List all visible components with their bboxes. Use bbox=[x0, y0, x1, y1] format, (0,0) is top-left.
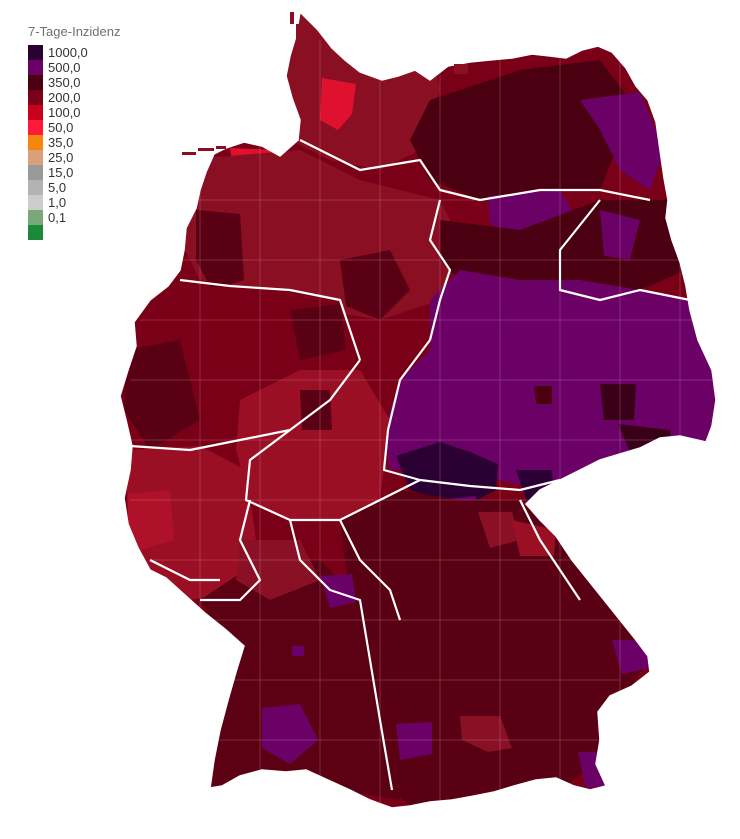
island-c bbox=[216, 146, 226, 149]
legend-label: 0,1 bbox=[48, 210, 67, 225]
legend-rows: 1000,0 500,0 350,0 200,0 100,0 50,0 35,0 25,0 15… bbox=[28, 45, 158, 240]
region-bw-small-purple bbox=[292, 646, 304, 656]
region-nrw-west-dark bbox=[124, 340, 200, 450]
legend-item: 350,0 bbox=[28, 75, 158, 90]
legend-swatch bbox=[28, 195, 43, 210]
legend-item: 0,1 bbox=[28, 210, 158, 225]
legend-label: 350,0 bbox=[48, 75, 81, 90]
legend-item: 5,0 bbox=[28, 180, 158, 195]
legend-label: 50,0 bbox=[48, 120, 74, 135]
region-mv-purple bbox=[580, 92, 664, 190]
island-fehmarn bbox=[454, 64, 468, 74]
legend: 7-Tage-Inzidenz 1000,0 500,0 350,0 200,0 100… bbox=[28, 24, 158, 240]
legend-label: 100,0 bbox=[48, 105, 81, 120]
island-b bbox=[198, 148, 214, 151]
legend-swatch bbox=[28, 150, 43, 165]
legend-swatch bbox=[28, 90, 43, 105]
legend-swatch bbox=[28, 165, 43, 180]
island-a bbox=[182, 152, 196, 155]
state-borders bbox=[129, 139, 691, 791]
region-rheinland-pfalz bbox=[126, 446, 256, 600]
region-mv-dark bbox=[410, 60, 630, 200]
region-bayern-south-purple bbox=[396, 722, 432, 760]
region-nrw-center-dark bbox=[290, 304, 346, 360]
region-sachsen-hotspot-a bbox=[600, 384, 636, 420]
legend-label: 500,0 bbox=[48, 60, 81, 75]
legend-item: 1,0 bbox=[28, 195, 158, 210]
legend-swatch bbox=[28, 60, 43, 75]
region-bw-south-purple bbox=[262, 704, 318, 764]
region-niedersachsen-dark-west bbox=[196, 210, 244, 290]
legend-label: 25,0 bbox=[48, 150, 74, 165]
legend-label: 1000,0 bbox=[48, 45, 88, 60]
north-sea-islands bbox=[182, 12, 468, 155]
island-e bbox=[296, 24, 300, 38]
legend-swatch bbox=[28, 120, 43, 135]
legend-item: 35,0 bbox=[28, 135, 158, 150]
region-north-red-a bbox=[320, 78, 356, 130]
region-oberfranken-red bbox=[478, 512, 520, 548]
legend-label: 200,0 bbox=[48, 90, 81, 105]
legend-label: 35,0 bbox=[48, 135, 74, 150]
legend-swatch bbox=[28, 210, 43, 225]
legend-item: 100,0 bbox=[28, 105, 158, 120]
legend-item bbox=[28, 225, 158, 240]
region-hessen bbox=[236, 370, 390, 520]
legend-label: 15,0 bbox=[48, 165, 74, 180]
legend-item: 15,0 bbox=[28, 165, 158, 180]
country-outline bbox=[119, 10, 717, 809]
island-d bbox=[290, 12, 294, 24]
legend-swatch bbox=[28, 105, 43, 120]
region-bw-purple-spot bbox=[320, 574, 356, 608]
legend-item: 50,0 bbox=[28, 120, 158, 135]
region-rlp-bright bbox=[128, 490, 174, 550]
legend-item: 1000,0 bbox=[28, 45, 158, 60]
legend-swatch bbox=[28, 75, 43, 90]
legend-swatch bbox=[28, 180, 43, 195]
legend-item: 500,0 bbox=[28, 60, 158, 75]
legend-swatch bbox=[28, 135, 43, 150]
legend-title: 7-Tage-Inzidenz bbox=[28, 24, 121, 39]
legend-item: 200,0 bbox=[28, 90, 158, 105]
region-niedersachsen-dark-center bbox=[340, 250, 410, 320]
region-muenchen-red bbox=[460, 716, 512, 752]
region-sa-dark-spot bbox=[534, 386, 552, 404]
legend-item: 25,0 bbox=[28, 150, 158, 165]
region-thueringen-hotspot bbox=[396, 442, 498, 504]
region-bayern-east-purple bbox=[612, 640, 650, 674]
legend-label: 1,0 bbox=[48, 195, 67, 210]
district-lines bbox=[130, 40, 712, 808]
legend-label: 5,0 bbox=[48, 180, 67, 195]
legend-swatch bbox=[28, 225, 43, 240]
legend-swatch bbox=[28, 45, 43, 60]
